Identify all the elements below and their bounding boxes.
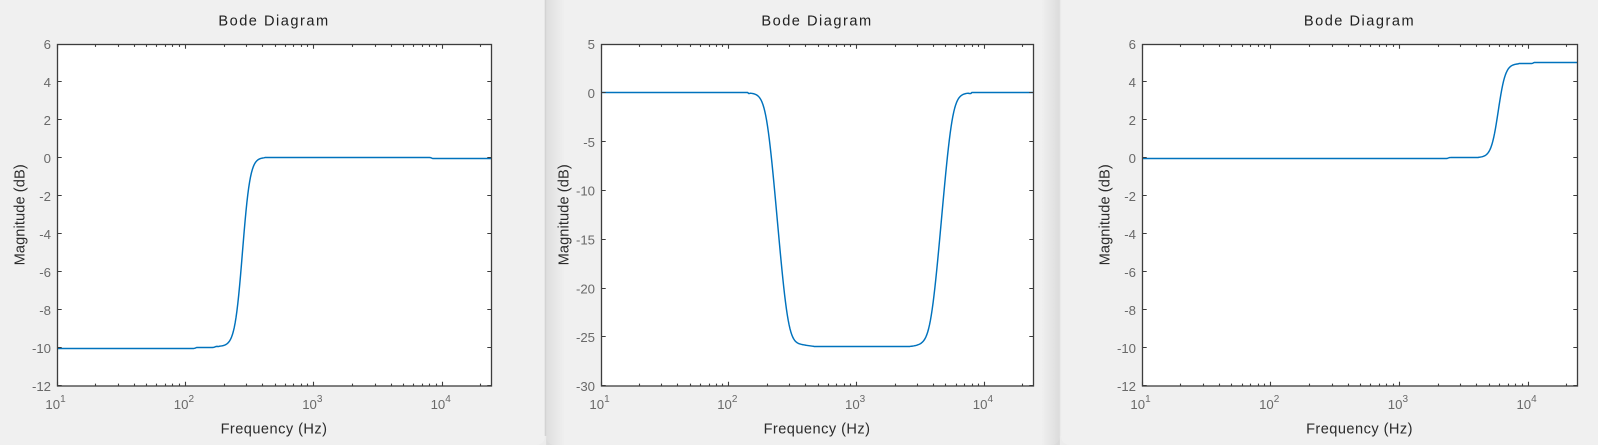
svg-text:0: 0 <box>44 151 51 166</box>
svg-text:-10: -10 <box>32 341 51 356</box>
svg-text:-8: -8 <box>39 303 51 318</box>
svg-text:Frequency (Hz): Frequency (Hz) <box>1306 422 1413 438</box>
svg-text:4: 4 <box>44 75 51 90</box>
svg-text:6: 6 <box>1129 37 1136 52</box>
svg-text:Magnitude (dB): Magnitude (dB) <box>13 164 29 265</box>
svg-text:-8: -8 <box>1124 303 1136 318</box>
svg-text:-6: -6 <box>39 265 51 280</box>
svg-text:-4: -4 <box>1124 227 1136 242</box>
svg-text:-5: -5 <box>583 135 595 150</box>
svg-text:0: 0 <box>588 86 595 101</box>
svg-text:Bode Diagram: Bode Diagram <box>761 14 872 30</box>
svg-text:-12: -12 <box>1117 379 1136 394</box>
svg-text:Magnitude (dB): Magnitude (dB) <box>1098 164 1114 265</box>
svg-text:0: 0 <box>1129 151 1136 166</box>
svg-text:-10: -10 <box>576 184 595 199</box>
svg-text:-15: -15 <box>576 233 595 248</box>
svg-text:-10: -10 <box>1117 341 1136 356</box>
svg-text:6: 6 <box>44 37 51 52</box>
svg-text:-30: -30 <box>576 379 595 394</box>
svg-text:Bode Diagram: Bode Diagram <box>218 14 329 30</box>
svg-text:Magnitude (dB): Magnitude (dB) <box>557 164 573 265</box>
svg-text:2: 2 <box>1129 113 1136 128</box>
svg-text:-6: -6 <box>1124 265 1136 280</box>
svg-text:-12: -12 <box>32 379 51 394</box>
svg-text:-20: -20 <box>576 281 595 296</box>
svg-text:-4: -4 <box>39 227 51 242</box>
svg-text:4: 4 <box>1129 75 1136 90</box>
svg-text:2: 2 <box>44 113 51 128</box>
svg-text:Frequency (Hz): Frequency (Hz) <box>764 422 871 438</box>
svg-text:5: 5 <box>588 37 595 52</box>
svg-text:-2: -2 <box>1124 189 1136 204</box>
svg-text:-25: -25 <box>576 330 595 345</box>
svg-text:Bode Diagram: Bode Diagram <box>1304 14 1415 30</box>
svg-text:-2: -2 <box>39 189 51 204</box>
svg-text:Frequency (Hz): Frequency (Hz) <box>221 422 328 438</box>
